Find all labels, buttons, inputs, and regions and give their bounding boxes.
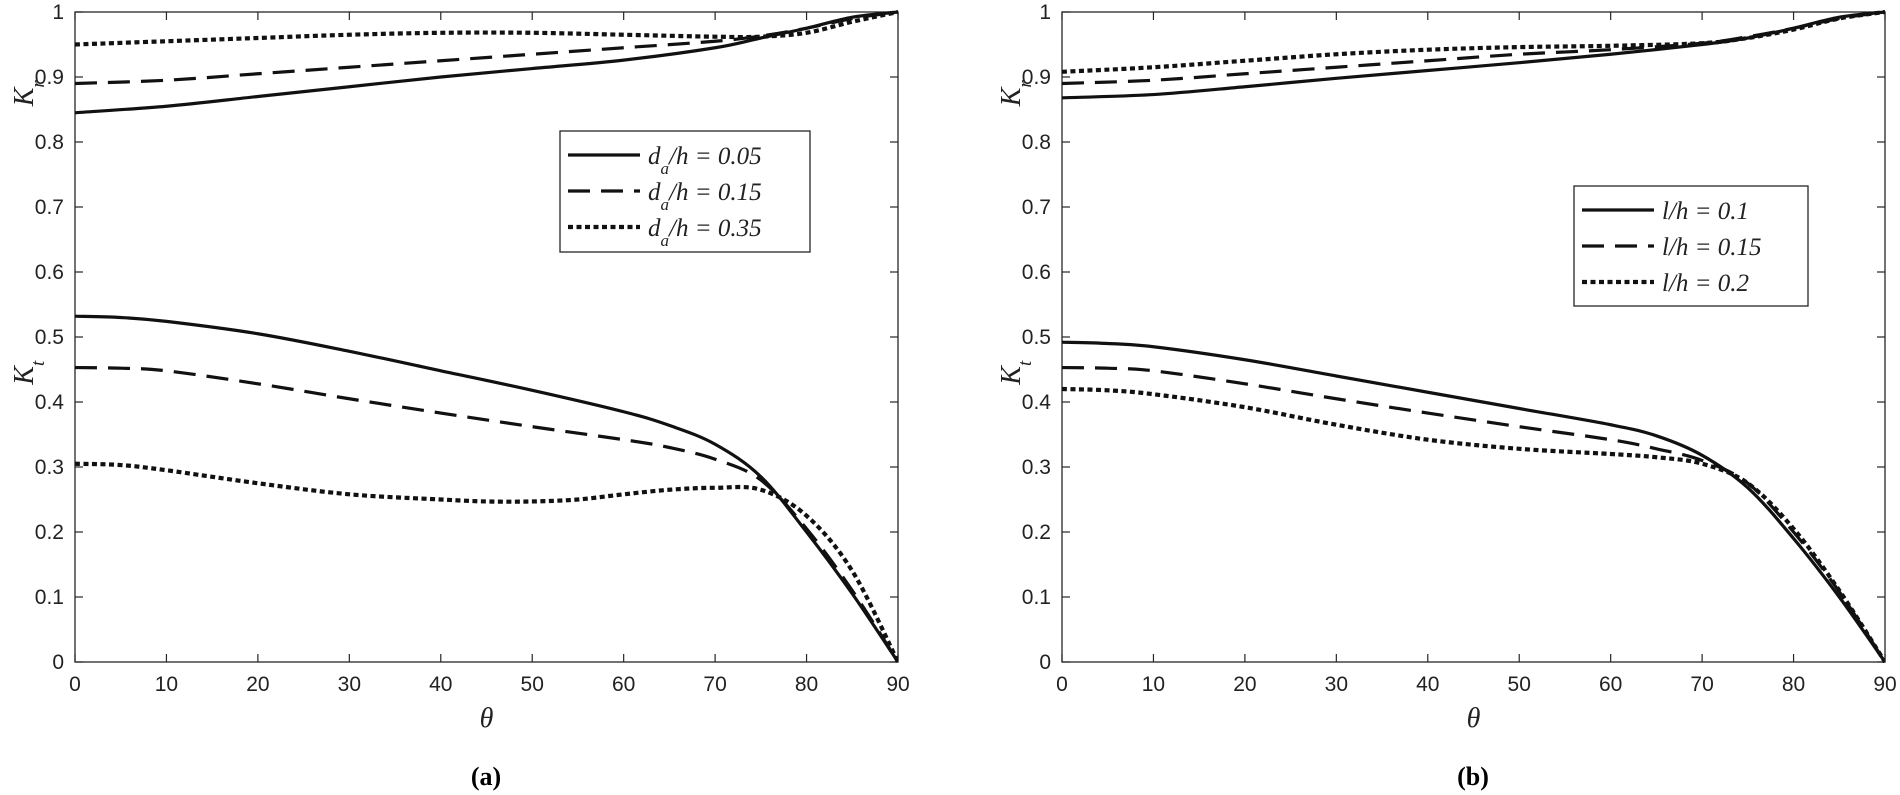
- y-tick-label: 0.7: [35, 196, 64, 219]
- x-tick-label: 90: [886, 673, 909, 696]
- x-axis-label: θ: [480, 703, 494, 734]
- y-axis-label-lower: Kt: [9, 360, 49, 386]
- plot-area-frame: [1061, 11, 1886, 663]
- series-line-3: [75, 10, 898, 47]
- series-line-4: [1062, 340, 1885, 663]
- y-tick-label: 0.9: [35, 66, 64, 89]
- legend-label: l/h = 0.15: [1662, 234, 1762, 261]
- x-tick-label: 10: [155, 673, 178, 696]
- series-line-6: [75, 461, 898, 663]
- x-tick-label: 30: [1325, 673, 1348, 696]
- x-tick-label: 20: [1233, 673, 1256, 696]
- y-tick-label: 0.7: [1022, 196, 1051, 219]
- x-tick-label: 20: [246, 673, 269, 696]
- y-tick-label: 0.1: [35, 586, 64, 609]
- series-line-4: [75, 314, 898, 663]
- y-tick-label: 0.3: [35, 456, 64, 479]
- legend-label: da/h = 0.15: [648, 179, 762, 214]
- series-line-5: [1062, 365, 1885, 663]
- legend-box: [1573, 185, 1809, 307]
- series-line-5: [75, 365, 898, 663]
- y-tick-label: 0.6: [1022, 261, 1051, 284]
- series-line-1: [75, 10, 898, 115]
- y-tick-label: 0: [1039, 651, 1051, 674]
- y-tick-label: 0.3: [1022, 456, 1051, 479]
- x-tick-label: 50: [1508, 673, 1531, 696]
- y-axis-label-lower: Kt: [996, 360, 1036, 386]
- legend-label: da/h = 0.35: [648, 215, 762, 250]
- y-tick-label: 1: [1039, 1, 1051, 24]
- y-tick-label: 0.5: [1022, 326, 1051, 349]
- y-axis-label-upper: Kr: [9, 80, 49, 108]
- y-tick-label: 0.9: [1022, 66, 1051, 89]
- y-tick-label: 1: [52, 1, 64, 24]
- x-tick-label: 90: [1873, 673, 1896, 696]
- y-tick-label: 0: [52, 651, 64, 674]
- x-tick-label: 70: [703, 673, 726, 696]
- series-line-2: [75, 10, 898, 86]
- x-axis-label: θ: [1467, 703, 1481, 734]
- x-tick-label: 60: [1599, 673, 1622, 696]
- y-tick-label: 0.2: [35, 521, 64, 544]
- legend-label: l/h = 0.2: [1662, 270, 1749, 297]
- chart-panel-a: 0 10 20 30 40 50 60 70 80 90 0 0.1 0.2 0.3 0.4 0.5 0.6 0.…: [9, 1, 910, 791]
- y-tick-label: 0.2: [1022, 521, 1051, 544]
- x-tick-label: 10: [1142, 673, 1165, 696]
- y-tick-label: 0.4: [35, 391, 65, 414]
- legend-label: da/h = 0.05: [648, 143, 762, 178]
- y-tick-label: 0.8: [35, 131, 64, 154]
- x-tick-label: 40: [1416, 673, 1439, 696]
- x-tick-label: 70: [1690, 673, 1713, 696]
- y-tick-label: 0.4: [1022, 391, 1052, 414]
- legend-label: l/h = 0.1: [1662, 198, 1749, 225]
- y-tick-label: 0.5: [35, 326, 64, 349]
- plot-area-frame: [74, 11, 899, 663]
- x-tick-label: 60: [612, 673, 635, 696]
- x-tick-label: 40: [429, 673, 452, 696]
- x-tick-label: 0: [69, 673, 81, 696]
- series-line-1: [1062, 10, 1885, 100]
- panel-label: (a): [471, 762, 501, 791]
- y-tick-label: 0.6: [35, 261, 64, 284]
- series-line-6: [1062, 386, 1885, 664]
- series-line-3: [1062, 10, 1885, 74]
- y-axis-label-upper: Kr: [996, 80, 1036, 108]
- panel-label: (b): [1457, 762, 1489, 791]
- y-tick-label: 0.8: [1022, 131, 1051, 154]
- x-tick-label: 50: [521, 673, 544, 696]
- chart-panel-b: 0 10 20 30 40 50 60 70 80 90 0 0.1 0.2 0.3 0.4 0.5 0.6 0.…: [996, 1, 1897, 791]
- y-tick-label: 0.1: [1022, 586, 1051, 609]
- x-tick-label: 0: [1056, 673, 1068, 696]
- x-tick-label: 30: [338, 673, 361, 696]
- x-tick-label: 80: [795, 673, 818, 696]
- x-tick-label: 80: [1782, 673, 1805, 696]
